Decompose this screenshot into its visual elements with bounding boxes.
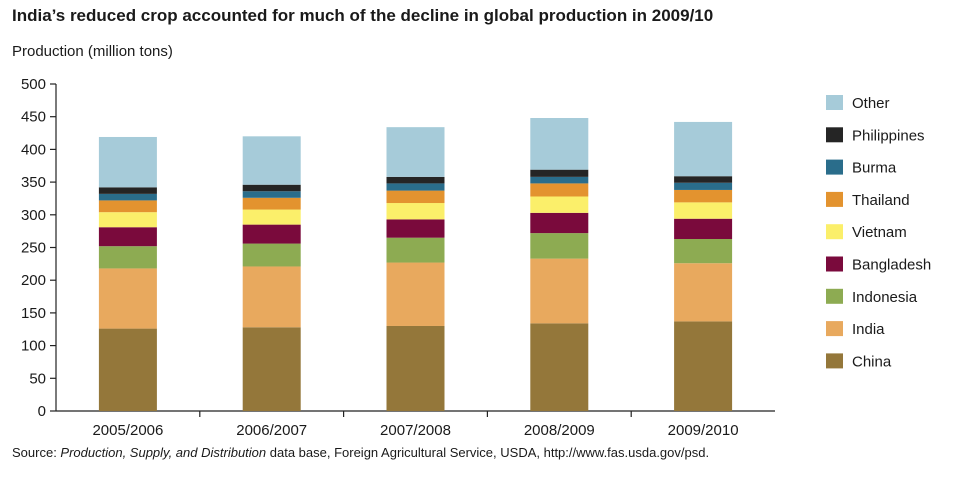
- y-tick-label: 350: [21, 174, 46, 191]
- y-tick-label: 100: [21, 338, 46, 355]
- bar-segment-indonesia: [530, 233, 589, 259]
- bar-segment-burma: [530, 176, 589, 184]
- legend-swatch-india: [826, 321, 843, 337]
- bar-segment-burma: [98, 193, 157, 201]
- bar-segment-other: [674, 121, 733, 177]
- legend-swatch-vietnam: [826, 224, 843, 240]
- bar-segment-bangladesh: [530, 212, 589, 234]
- x-tick-label: 2007/2008: [380, 422, 451, 439]
- y-tick-label: 200: [21, 272, 46, 289]
- legend-label-other: Other: [852, 95, 890, 112]
- source-suffix: data base, Foreign Agricultural Service,…: [266, 445, 710, 460]
- x-tick-label: 2006/2007: [236, 422, 307, 439]
- bar-segment-other: [98, 136, 157, 188]
- bar-segment-thailand: [242, 197, 301, 210]
- bar-segment-other: [242, 136, 301, 185]
- bar-segment-vietnam: [242, 209, 301, 225]
- legend: Other Philippines Burma Thailand Vietnam Bang…: [826, 95, 931, 370]
- bar-segment-thailand: [530, 183, 589, 197]
- y-axis-label: Production (million tons): [12, 43, 173, 60]
- y-tick-label: 50: [29, 370, 46, 387]
- bar-segment-philippines: [242, 184, 301, 192]
- legend-swatch-thailand: [826, 191, 843, 207]
- legend-label-burma: Burma: [852, 160, 897, 177]
- legend-label-vietnam: Vietnam: [852, 224, 907, 241]
- legend-swatch-bangladesh: [826, 256, 843, 272]
- bar-segment-indonesia: [386, 237, 445, 263]
- bar-segment-vietnam: [530, 196, 589, 213]
- legend-label-thailand: Thailand: [852, 192, 910, 209]
- bar-segment-india: [674, 263, 733, 322]
- y-tick-label: 400: [21, 141, 46, 158]
- bar-segment-philippines: [530, 169, 589, 177]
- bar-segment-indonesia: [98, 246, 157, 269]
- bar-segment-india: [530, 258, 589, 324]
- bars: 2005/2006 2006/2007 2007/2008 2008/2009 2009…: [92, 118, 739, 439]
- legend-swatch-china: [826, 353, 843, 369]
- bar-segment-india: [242, 266, 301, 328]
- bar-segment-china: [530, 323, 589, 411]
- bar-segment-china: [98, 328, 157, 411]
- legend-swatch-burma: [826, 159, 843, 175]
- bar-segment-bangladesh: [242, 224, 301, 244]
- chart-source: Source: Production, Supply, and Distribu…: [12, 445, 709, 460]
- bar-segment-philippines: [98, 187, 157, 194]
- bar-segment-other: [386, 127, 445, 177]
- x-tick-label: 2009/2010: [668, 422, 739, 439]
- bar-segment-china: [386, 325, 445, 411]
- bar-segment-vietnam: [674, 202, 733, 219]
- bar-segment-thailand: [386, 190, 445, 204]
- y-tick-label: 300: [21, 207, 46, 224]
- x-tick-label: 2005/2006: [92, 422, 163, 439]
- y-tick-label: 250: [21, 240, 46, 257]
- x-tick-label: 2008/2009: [524, 422, 595, 439]
- bar-segment-china: [242, 327, 301, 411]
- bar-segment-indonesia: [674, 238, 733, 264]
- bar-segment-thailand: [674, 189, 733, 203]
- bar-segment-other: [530, 118, 589, 170]
- bar-segment-bangladesh: [674, 218, 733, 239]
- y-tick-label: 450: [21, 109, 46, 126]
- legend-swatch-other: [826, 95, 843, 110]
- bar-segment-china: [674, 321, 733, 411]
- legend-swatch-indonesia: [826, 288, 843, 304]
- bar-segment-bangladesh: [98, 227, 157, 247]
- bar-segment-bangladesh: [386, 219, 445, 238]
- bar-segment-burma: [674, 182, 733, 190]
- legend-label-indonesia: Indonesia: [852, 289, 918, 306]
- bar-segment-philippines: [386, 176, 445, 184]
- bar-segment-india: [98, 268, 157, 329]
- bar-segment-vietnam: [386, 203, 445, 220]
- bar-segment-burma: [242, 191, 301, 198]
- legend-label-philippines: Philippines: [852, 127, 925, 144]
- legend-label-bangladesh: Bangladesh: [852, 257, 931, 274]
- y-tick-label: 0: [38, 403, 46, 420]
- y-tick-label: 150: [21, 305, 46, 322]
- legend-label-india: India: [852, 321, 885, 338]
- bar-segment-indonesia: [242, 243, 301, 267]
- bar-segment-vietnam: [98, 212, 157, 228]
- legend-label-china: China: [852, 353, 892, 370]
- bar-segment-india: [386, 262, 445, 326]
- bar-segment-philippines: [674, 176, 733, 183]
- source-prefix: Source:: [12, 445, 61, 460]
- legend-swatch-philippines: [826, 127, 843, 143]
- bar-segment-thailand: [98, 200, 157, 213]
- chart-title: India’s reduced crop accounted for much …: [12, 6, 714, 25]
- source-database-name: Production, Supply, and Distribution: [60, 445, 267, 460]
- y-tick-label: 500: [21, 76, 46, 93]
- bar-segment-burma: [386, 183, 445, 191]
